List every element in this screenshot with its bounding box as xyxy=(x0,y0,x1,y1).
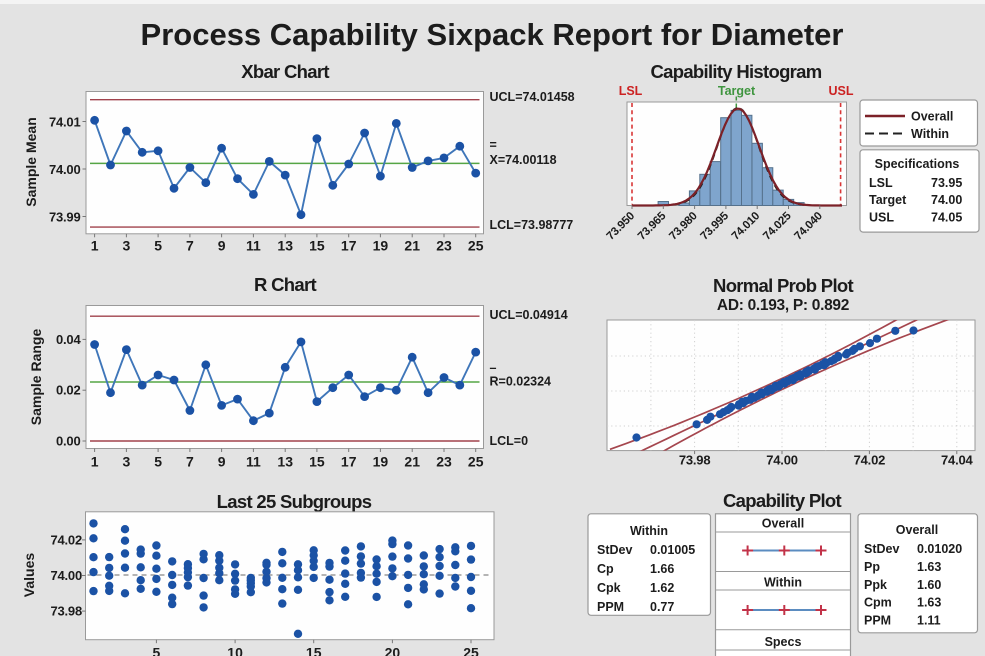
svg-text:21: 21 xyxy=(404,238,420,254)
svg-text:7: 7 xyxy=(186,238,194,254)
svg-text:74.00: 74.00 xyxy=(50,568,82,583)
svg-text:73.98: 73.98 xyxy=(50,604,82,619)
svg-text:Cpm: Cpm xyxy=(864,596,892,610)
svg-text:73.95: 73.95 xyxy=(931,176,962,190)
svg-text:StDev: StDev xyxy=(597,543,632,557)
svg-text:Normal Prob Plot: Normal Prob Plot xyxy=(713,275,853,296)
svg-text:–: – xyxy=(490,361,497,375)
svg-text:17: 17 xyxy=(341,454,357,470)
svg-text:74.02: 74.02 xyxy=(50,532,82,547)
svg-text:74.02: 74.02 xyxy=(854,453,886,468)
svg-text:74.00: 74.00 xyxy=(49,162,81,177)
svg-text:Capability Histogram: Capability Histogram xyxy=(650,61,821,82)
svg-text:74.00: 74.00 xyxy=(931,193,962,207)
svg-text:74.01: 74.01 xyxy=(49,115,81,130)
svg-text:Last 25 Subgroups: Last 25 Subgroups xyxy=(217,491,372,512)
svg-text:Within: Within xyxy=(630,524,668,538)
svg-text:LCL=73.98777: LCL=73.98777 xyxy=(490,218,574,232)
svg-text:19: 19 xyxy=(373,238,389,254)
svg-text:Process Capability Sixpack Rep: Process Capability Sixpack Report for Di… xyxy=(141,17,844,52)
svg-text:Within: Within xyxy=(764,576,802,590)
svg-text:9: 9 xyxy=(218,238,226,254)
svg-text:0.77: 0.77 xyxy=(650,600,674,614)
svg-text:74.05: 74.05 xyxy=(931,211,962,225)
svg-text:Specs: Specs xyxy=(765,635,802,649)
svg-text:Overall: Overall xyxy=(762,517,804,531)
svg-text:25: 25 xyxy=(463,645,479,656)
svg-text:3: 3 xyxy=(123,454,131,470)
svg-text:0.00: 0.00 xyxy=(56,434,81,449)
svg-text:10: 10 xyxy=(227,645,243,656)
svg-text:74.04: 74.04 xyxy=(941,453,974,468)
svg-text:1.66: 1.66 xyxy=(650,562,674,576)
svg-text:73.98: 73.98 xyxy=(679,453,711,468)
svg-text:0.01020: 0.01020 xyxy=(917,542,962,556)
svg-text:Sample Range: Sample Range xyxy=(28,329,44,426)
svg-text:Cpk: Cpk xyxy=(597,581,621,595)
svg-text:USL: USL xyxy=(869,211,894,225)
svg-text:LSL: LSL xyxy=(619,84,643,98)
svg-text:LSL: LSL xyxy=(869,176,893,190)
svg-text:5: 5 xyxy=(154,238,162,254)
svg-text:21: 21 xyxy=(404,454,420,470)
svg-text:25: 25 xyxy=(468,238,484,254)
svg-text:15: 15 xyxy=(309,454,325,470)
svg-text:11: 11 xyxy=(246,238,261,254)
svg-text:Target: Target xyxy=(718,84,756,98)
svg-text:PPM: PPM xyxy=(864,614,891,628)
svg-text:0.04: 0.04 xyxy=(56,332,81,347)
svg-text:Overall: Overall xyxy=(911,110,953,124)
svg-text:Xbar Chart: Xbar Chart xyxy=(241,61,329,82)
svg-text:5: 5 xyxy=(153,645,161,656)
svg-text:PPM: PPM xyxy=(597,600,624,614)
svg-text:17: 17 xyxy=(341,238,357,254)
svg-text:1.11: 1.11 xyxy=(917,614,941,628)
svg-text:74.00: 74.00 xyxy=(766,453,798,468)
svg-text:R=0.02324: R=0.02324 xyxy=(490,375,552,389)
svg-text:Values: Values xyxy=(21,553,37,598)
svg-text:USL: USL xyxy=(829,84,854,98)
svg-text:UCL=0.04914: UCL=0.04914 xyxy=(490,308,568,322)
svg-text:0.01005: 0.01005 xyxy=(650,543,695,557)
svg-text:Specifications: Specifications xyxy=(875,157,960,171)
svg-text:X=74.00118: X=74.00118 xyxy=(490,153,557,167)
svg-text:R Chart: R Chart xyxy=(254,274,316,295)
svg-text:1.63: 1.63 xyxy=(917,560,941,574)
svg-text:13: 13 xyxy=(277,238,293,254)
svg-text:1: 1 xyxy=(91,238,99,254)
svg-text:1.62: 1.62 xyxy=(650,581,674,595)
svg-text:StDev: StDev xyxy=(864,542,899,556)
svg-text:11: 11 xyxy=(246,454,261,470)
svg-text:5: 5 xyxy=(154,454,162,470)
svg-text:20: 20 xyxy=(385,645,401,656)
svg-text:73.99: 73.99 xyxy=(49,210,81,225)
svg-text:1.60: 1.60 xyxy=(917,578,941,592)
svg-text:19: 19 xyxy=(373,454,389,470)
svg-text:AD: 0.193, P: 0.892: AD: 0.193, P: 0.892 xyxy=(717,297,849,314)
svg-text:Capability Plot: Capability Plot xyxy=(723,490,842,511)
svg-text:Sample Mean: Sample Mean xyxy=(23,117,39,206)
svg-text:Within: Within xyxy=(911,127,949,141)
svg-text:13: 13 xyxy=(277,454,293,470)
svg-text:LCL=0: LCL=0 xyxy=(490,434,529,448)
svg-text:Overall: Overall xyxy=(896,523,938,537)
svg-text:1.63: 1.63 xyxy=(917,596,941,610)
svg-text:15: 15 xyxy=(309,238,325,254)
svg-text:0.02: 0.02 xyxy=(56,383,81,398)
svg-text:23: 23 xyxy=(436,238,452,254)
svg-text:9: 9 xyxy=(218,454,226,470)
svg-text:1: 1 xyxy=(91,454,99,470)
svg-text:Cp: Cp xyxy=(597,562,614,576)
svg-text:Target: Target xyxy=(869,193,907,207)
svg-text:Pp: Pp xyxy=(864,560,880,574)
svg-text:23: 23 xyxy=(436,454,452,470)
svg-text:25: 25 xyxy=(468,454,484,470)
svg-text:15: 15 xyxy=(306,645,322,656)
svg-text:Ppk: Ppk xyxy=(864,578,887,592)
svg-text:UCL=74.01458: UCL=74.01458 xyxy=(490,90,575,104)
svg-text:7: 7 xyxy=(186,454,194,470)
svg-text:=: = xyxy=(490,138,497,152)
svg-text:3: 3 xyxy=(123,238,131,254)
